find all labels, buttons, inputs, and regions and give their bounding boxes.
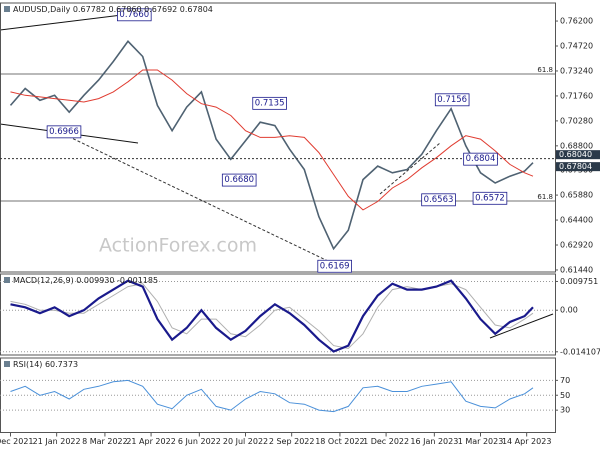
series-line	[9, 40, 534, 251]
annotation-label: 0.6680	[224, 175, 254, 185]
panel-frame	[0, 2, 556, 273]
annotation-box	[46, 125, 82, 139]
price-label: 0.68040	[559, 150, 592, 159]
trend-line	[0, 13, 131, 31]
annotation: 0.6966	[46, 125, 82, 139]
x-tick-label: 20 Jul 2022	[223, 437, 268, 446]
y-tick-label: 50	[560, 391, 570, 400]
annotation: 0.6572	[472, 191, 508, 205]
level-label: 61.8	[537, 193, 553, 201]
series-line	[10, 283, 534, 350]
panel-title: MACD(12,26,9) 0.009930 -0.001185	[13, 276, 158, 285]
x-tick-label: 1 Dec 2022	[363, 437, 409, 446]
annotation-label: 0.7156	[437, 95, 467, 105]
y-tick-label: 0.65880	[560, 191, 593, 200]
annotation: 0.6680	[221, 173, 257, 187]
annotation: 0.6169	[317, 259, 352, 273]
y-tick-label: 0.009751	[560, 277, 598, 286]
panel-frame	[0, 273, 556, 356]
annotation-box	[221, 173, 257, 187]
level-label: 61.8	[537, 66, 553, 74]
trend-line	[489, 313, 554, 339]
x-tick-label: 14 Apr 2023	[502, 437, 551, 446]
annotation-label: 0.6563	[424, 195, 454, 205]
series-line	[10, 379, 534, 413]
y-tick-label: 0.71760	[560, 91, 593, 100]
trend-line	[379, 142, 441, 195]
series-line	[10, 279, 534, 353]
annotation-label: 0.7135	[255, 98, 285, 108]
y-tick-label: 0.64400	[560, 216, 593, 225]
price-label-box	[556, 150, 600, 160]
title-icon	[4, 277, 10, 283]
y-tick-label: 0.76200	[560, 17, 593, 26]
x-tick-label: 6 Jun 2022	[178, 437, 221, 446]
panel-title: RSI(14) 60.7373	[13, 360, 78, 369]
annotation: 0.7156	[434, 93, 470, 107]
panel-title: AUDUSD,Daily 0.67782 0.67860 0.67692 0.6…	[13, 5, 213, 14]
price-label: 0.67804	[559, 162, 592, 171]
annotation-box	[317, 259, 352, 273]
annotation-box	[434, 93, 470, 107]
annotation-box	[463, 152, 498, 166]
trend-line	[54, 129, 331, 263]
x-tick-label: 8 Mar 2022	[82, 437, 128, 446]
y-tick-label: 0.73240	[560, 66, 593, 75]
y-tick-label: 0.68800	[560, 141, 593, 150]
annotation-label: 0.6572	[475, 193, 505, 203]
y-tick-label: 70	[560, 376, 570, 385]
annotation-box	[421, 193, 456, 207]
y-tick-label: -0.014107	[560, 347, 600, 356]
y-tick-label: 0.00	[560, 306, 578, 315]
annotation-label: 0.6804	[466, 154, 496, 164]
annotation-box	[252, 96, 287, 110]
x-tick-label: 8 Dec 2021	[0, 437, 33, 446]
annotation-box	[472, 191, 508, 205]
title-icon	[4, 361, 10, 367]
annotation-label: 0.7660	[119, 10, 149, 20]
annotation-label: 0.6966	[49, 127, 79, 137]
title-icon	[4, 6, 10, 12]
annotation-box	[117, 8, 152, 22]
y-tick-label: 0.70280	[560, 116, 593, 125]
y-tick-label: 30	[560, 406, 570, 415]
series-line	[10, 69, 534, 211]
annotation: 0.7660	[117, 8, 152, 22]
y-tick-label: 0.61440	[560, 265, 593, 274]
x-tick-label: 16 Jan 2023	[410, 437, 458, 446]
x-tick-label: 18 Oct 2022	[315, 437, 364, 446]
x-tick-label: 21 Apr 2022	[126, 437, 175, 446]
y-tick-label: 0.62920	[560, 241, 593, 250]
annotation: 0.6804	[463, 152, 498, 166]
annotation-label: 0.6169	[320, 261, 350, 271]
annotation: 0.7135	[252, 96, 287, 110]
y-tick-label: 0.74720	[560, 42, 593, 51]
x-tick-label: 2 Sep 2022	[269, 437, 315, 446]
watermark: ActionForex.com	[99, 235, 257, 257]
x-tick-label: 1 Mar 2023	[458, 437, 504, 446]
annotation: 0.6563	[421, 193, 456, 207]
x-tick-label: 21 Jan 2022	[33, 437, 81, 446]
price-label-box	[556, 162, 600, 172]
